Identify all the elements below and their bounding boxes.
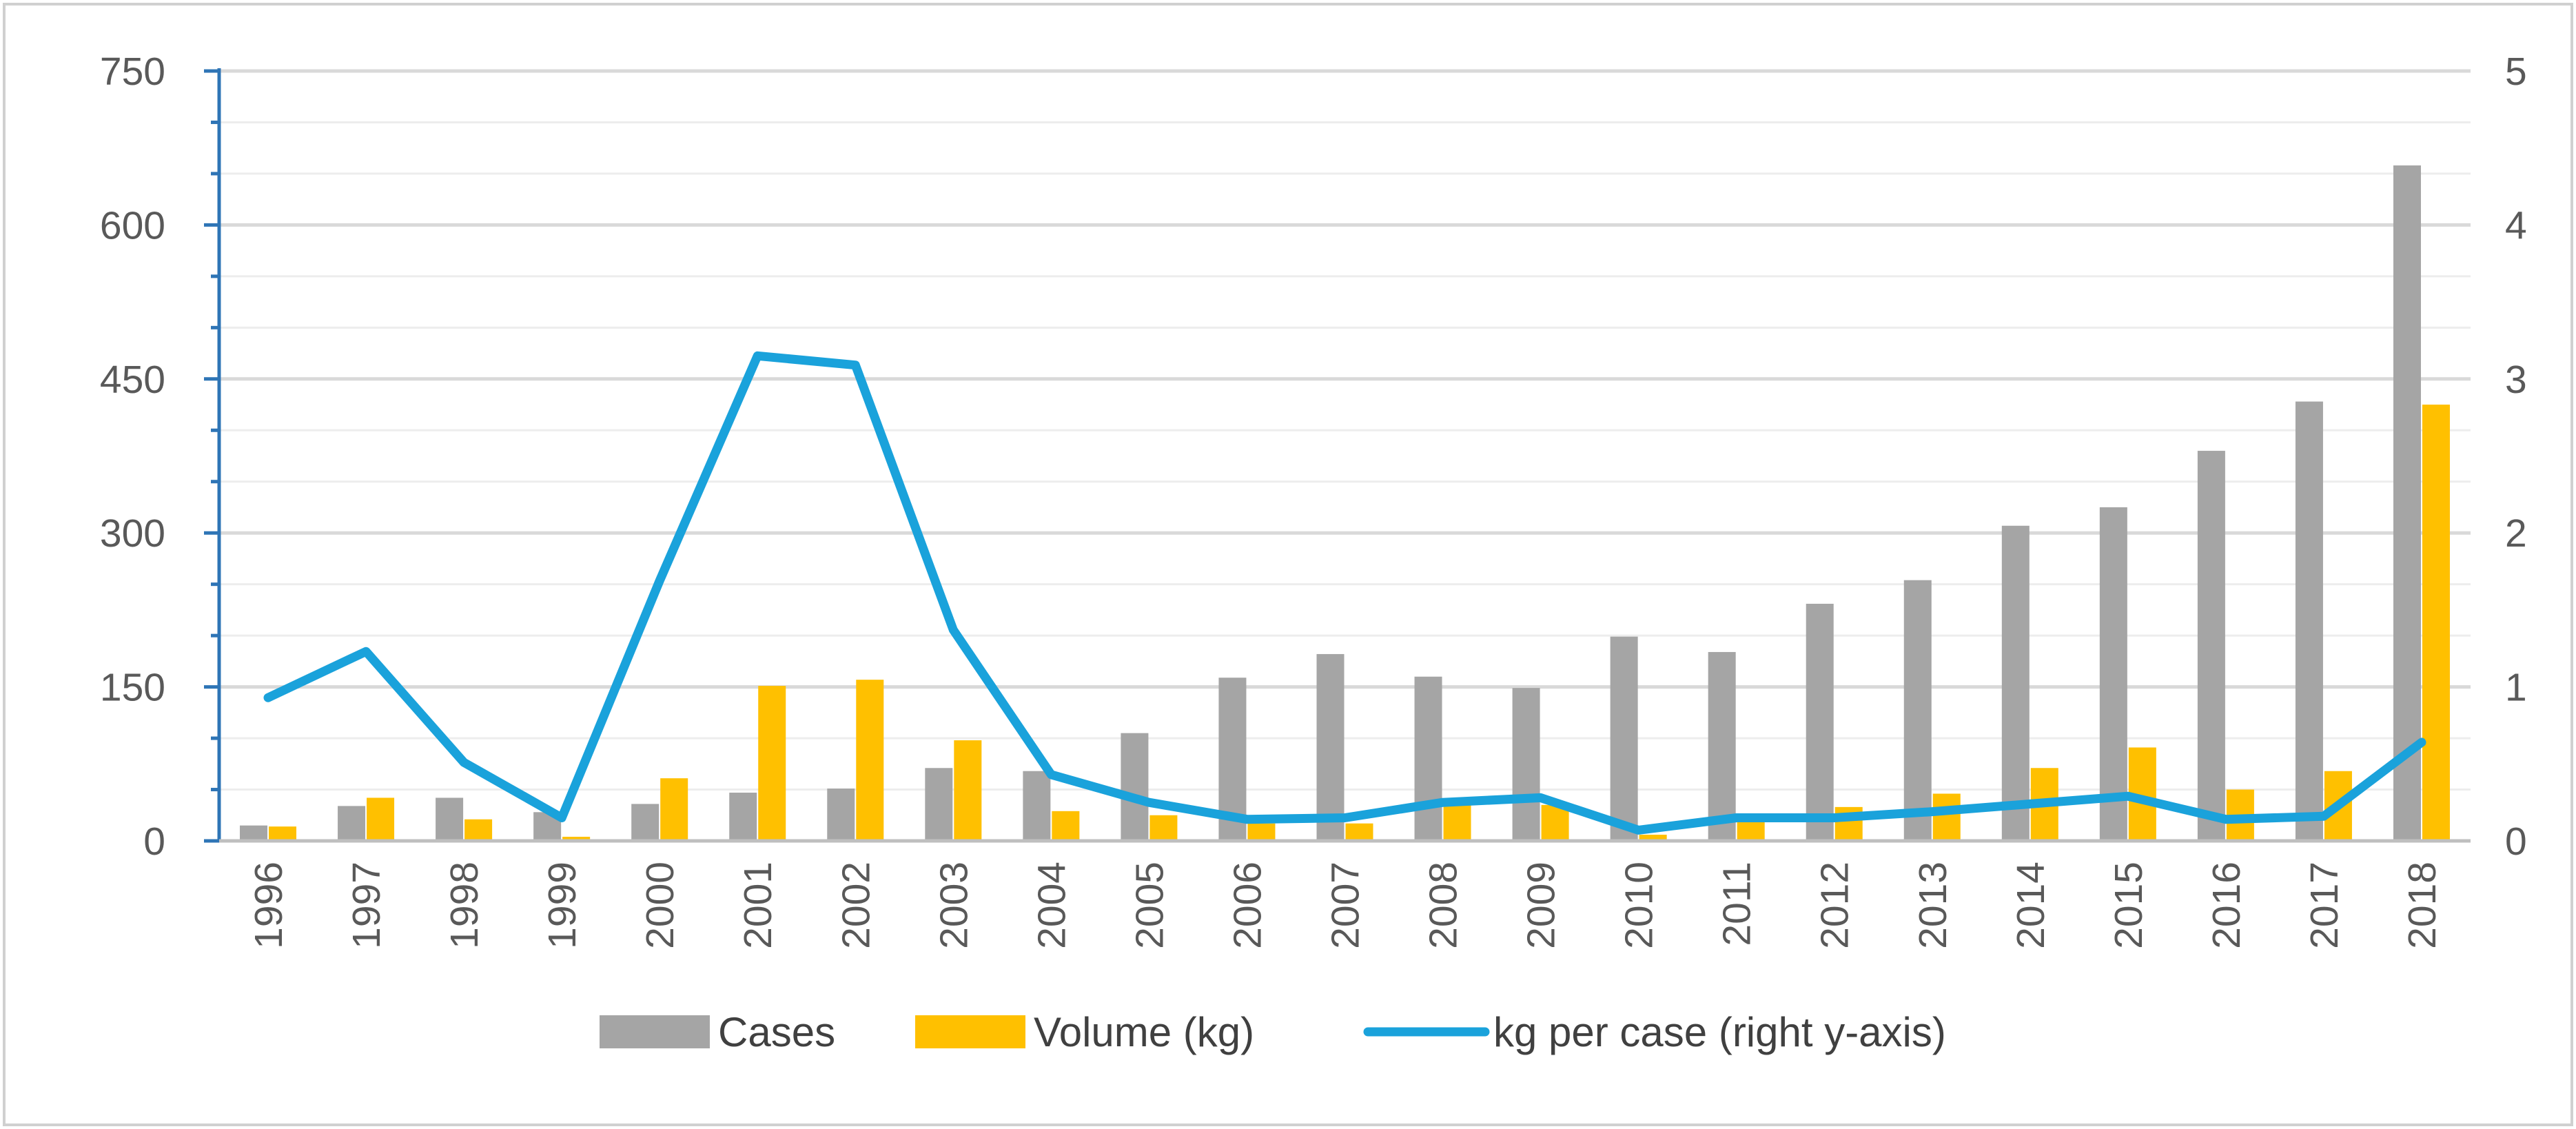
volume-bar-1996: [269, 826, 297, 841]
left-axis-label-600: 600: [100, 203, 165, 247]
volume-bar-1998: [464, 819, 493, 841]
left-axis-label-150: 150: [100, 666, 165, 710]
x-axis-label-2016: 2016: [2205, 862, 2249, 949]
x-axis-label-2018: 2018: [2400, 862, 2444, 949]
x-axis-label-2013: 2013: [1911, 862, 1955, 949]
cases-bar-1997: [338, 806, 366, 841]
legend-cases: Cases: [600, 1009, 835, 1055]
x-axis-label-2009: 2009: [1520, 862, 1564, 949]
right-axis-label-1: 1: [2505, 666, 2527, 710]
volume-bar-1999: [562, 837, 591, 841]
left-axis-label-0: 0: [143, 820, 165, 864]
right-axis-label-5: 5: [2505, 50, 2527, 94]
x-axis-label-1997: 1997: [345, 862, 389, 949]
right-axis-label-0: 0: [2505, 820, 2527, 864]
legend-volume-label: Volume (kg): [1034, 1009, 1254, 1055]
volume-bar-2009: [1541, 804, 1569, 841]
volume-bar-2011: [1737, 820, 1765, 841]
left-axis-label-450: 450: [100, 358, 165, 402]
x-axis-label-2005: 2005: [1127, 862, 1172, 949]
cases-bar-2009: [1512, 688, 1540, 841]
cases-bar-2018: [2393, 165, 2421, 841]
legend-cases-swatch: [600, 1015, 710, 1048]
volume-bar-2013: [1932, 793, 1961, 841]
volume-bar-2008: [1443, 804, 1471, 841]
cases-bar-2003: [925, 768, 953, 841]
cases-bar-1998: [436, 797, 464, 841]
cases-bar-2015: [2099, 507, 2127, 841]
x-axis-label-2006: 2006: [1226, 862, 1270, 949]
x-axis-label-2017: 2017: [2302, 862, 2347, 949]
cases-bar-2002: [827, 789, 855, 841]
axes: [204, 68, 2471, 843]
volume-bar-2010: [1639, 835, 1667, 841]
legend: Cases Volume (kg) kg per case (right y-axi…: [600, 1009, 1946, 1055]
x-axis-label-2002: 2002: [834, 862, 878, 949]
cases-bar-2012: [1806, 603, 1834, 841]
right-axis-label-3: 3: [2505, 358, 2527, 402]
volume-bar-2000: [660, 778, 688, 841]
volume-bar-1997: [367, 797, 395, 841]
cases-bar-2008: [1414, 676, 1442, 841]
x-axis-label-1996: 1996: [247, 862, 291, 949]
volume-bar-2006: [1247, 823, 1276, 841]
cases-bar-2017: [2295, 401, 2323, 841]
cases-bar-2000: [631, 804, 660, 841]
cases-bar-2010: [1610, 636, 1638, 841]
volume-bar-2005: [1149, 815, 1178, 841]
x-axis-label-2001: 2001: [736, 862, 780, 949]
cases-bar-2016: [2197, 451, 2225, 841]
x-axis-label-2012: 2012: [1813, 862, 1857, 949]
legend-kg-per-case-label: kg per case (right y-axis): [1493, 1009, 1946, 1055]
legend-kg-per-case: kg per case (right y-axis): [1363, 1009, 1946, 1055]
legend-volume: Volume (kg): [915, 1009, 1254, 1055]
x-axis-label-2015: 2015: [2107, 862, 2151, 949]
cases-bar-1996: [240, 825, 268, 841]
volume-bar-2004: [1052, 811, 1080, 841]
kg-per-case-line: [263, 351, 2426, 835]
x-axis-label-2000: 2000: [638, 862, 682, 949]
gridlines: [219, 69, 2471, 791]
cases-bar-2001: [729, 793, 757, 841]
bars: [240, 165, 2450, 841]
right-axis-label-2: 2: [2505, 511, 2527, 556]
left-axis-label-750: 750: [100, 50, 165, 94]
x-axis-label-2010: 2010: [1617, 862, 1662, 949]
volume-bar-2001: [758, 686, 786, 841]
cases-bar-2005: [1121, 733, 1149, 841]
x-axis-label-2003: 2003: [932, 862, 976, 949]
tick-labels: 0 150 300 450 600 750 0 1 2 3 4 5 1996 1997 1998 1999 20…: [100, 50, 2527, 949]
volume-bar-2018: [2422, 405, 2450, 841]
x-axis-label-2011: 2011: [1715, 862, 1759, 946]
cases-bar-2013: [1903, 580, 1932, 841]
volume-bar-2002: [856, 680, 884, 841]
x-axis-label-1999: 1999: [540, 862, 584, 949]
right-axis-label-4: 4: [2505, 203, 2527, 247]
cases-bar-2004: [1023, 771, 1051, 841]
volume-bar-2003: [954, 740, 982, 841]
legend-cases-label: Cases: [718, 1009, 835, 1055]
x-axis-label-2014: 2014: [2009, 862, 2053, 949]
line-series: [263, 351, 2426, 835]
legend-volume-swatch: [915, 1015, 1025, 1048]
cases-bar-2007: [1316, 653, 1345, 841]
volume-bar-2007: [1345, 823, 1373, 841]
cases-bar-2011: [1708, 651, 1736, 841]
x-axis-label-2008: 2008: [1422, 862, 1466, 949]
x-axis-label-2007: 2007: [1324, 862, 1368, 949]
x-axis-label-2004: 2004: [1030, 862, 1074, 949]
cases-bar-2014: [2001, 525, 2030, 841]
x-axis-label-1998: 1998: [442, 862, 487, 949]
chart-border: [3, 3, 2573, 1126]
left-axis-label-300: 300: [100, 511, 165, 556]
